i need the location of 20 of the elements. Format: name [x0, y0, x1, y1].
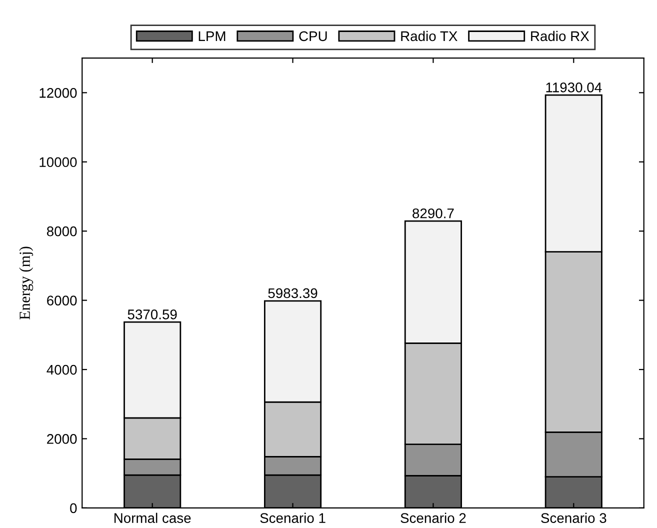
y-tick-label: 2000	[47, 434, 77, 444]
total-label: 11930.04	[546, 82, 602, 92]
total-label: 8290.7	[412, 208, 454, 218]
y-tick-label: 0	[70, 503, 77, 514]
y-tick-label: 6000	[47, 296, 77, 306]
y-axis-title: Energy (mj)	[19, 246, 34, 320]
y-tick-label: 10000	[40, 157, 77, 168]
legend-label: Radio RX	[531, 30, 590, 42]
y-tick-label: 4000	[46, 364, 77, 375]
legend-label: CPU	[299, 31, 327, 42]
x-tick-label: Scenario 3	[541, 512, 606, 523]
total-label: 5983.39	[268, 288, 318, 298]
legend-label: Radio TX	[401, 30, 458, 42]
x-tick-label: Normal case	[114, 512, 191, 523]
x-tick-label: Scenario 2	[400, 512, 466, 523]
legend-label: LPM	[198, 31, 226, 41]
y-tick-label: 12000	[40, 88, 77, 98]
y-tick-label: 8000	[46, 226, 77, 236]
x-tick-label: Scenario 1	[260, 512, 326, 523]
total-label: 5370.59	[128, 310, 177, 320]
